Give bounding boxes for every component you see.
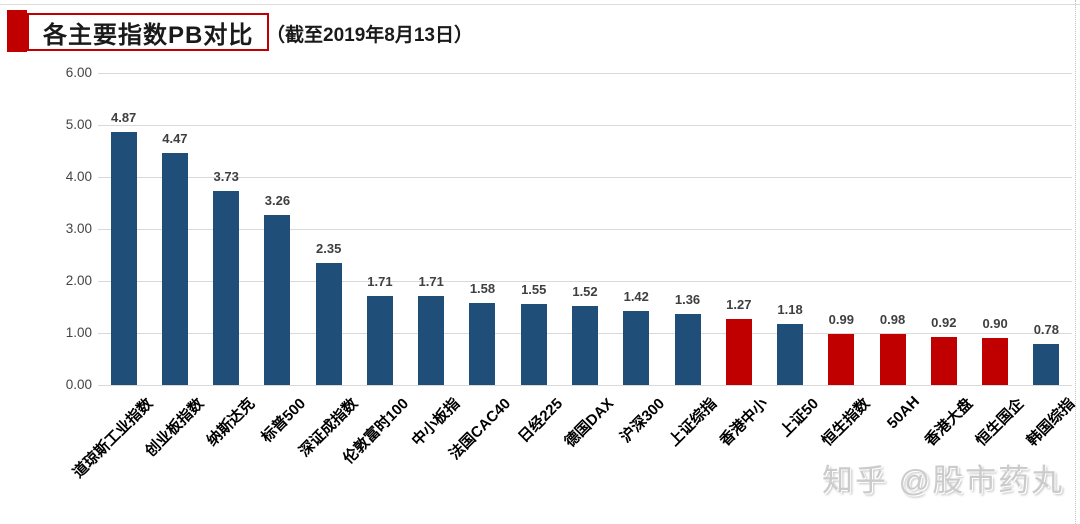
bar-恒生指数 [828, 334, 855, 385]
chart-title: 各主要指数PB对比 [43, 21, 254, 49]
bar-value-label: 0.90 [982, 316, 1008, 331]
y-axis-tick-label: 1.00 [65, 325, 92, 340]
bar-上证50 [777, 324, 804, 385]
y-axis-tick-label: 2.00 [65, 273, 92, 288]
bar-value-label: 2.35 [316, 241, 342, 256]
bar-value-label: 0.78 [1033, 322, 1060, 337]
bar-日经225 [520, 304, 547, 385]
gridline [98, 229, 1072, 230]
bar-恒生国企 [982, 338, 1009, 385]
bar-伦敦富时100 [366, 296, 393, 385]
bar-深证成指数 [315, 263, 342, 385]
bar-value-label: 3.26 [264, 193, 291, 208]
y-axis-tick-label: 0.00 [65, 377, 92, 392]
bar-value-label: 1.18 [777, 302, 803, 317]
y-axis-tick-label: 4.00 [65, 169, 92, 184]
bar-value-label: 0.98 [879, 312, 906, 327]
bar-value-label: 1.55 [521, 282, 547, 297]
bar-value-label: 1.42 [623, 289, 649, 304]
y-axis-tick-label: 5.00 [65, 117, 92, 132]
bar-纳斯达克 [213, 191, 240, 385]
title-box: 各主要指数PB对比 [27, 13, 270, 51]
bar-value-label: 1.36 [674, 292, 701, 307]
right-edge-dotted-line [1075, 0, 1076, 524]
chart-subtitle: （截至2019年8月13日） [266, 25, 473, 46]
bar-中小板指 [418, 296, 445, 385]
bar-value-label: 1.71 [367, 274, 393, 289]
gridline [98, 177, 1072, 178]
bar-标普500 [264, 215, 291, 385]
bar-value-label: 1.58 [469, 281, 496, 296]
bar-value-label: 1.71 [418, 274, 444, 289]
watermark: 知乎 @股市药丸 [822, 463, 1065, 498]
bar-value-label: 4.87 [110, 110, 137, 125]
y-axis-tick-label: 3.00 [65, 221, 92, 236]
top-divider-line [0, 4, 1080, 5]
bar-沪深300 [623, 311, 650, 385]
y-axis-tick-label: 6.00 [65, 65, 92, 80]
bar-value-label: 1.27 [726, 297, 752, 312]
bar-韩国综指 [1033, 344, 1060, 385]
bar-德国DAX [572, 306, 598, 385]
bar-创业板指数 [161, 153, 188, 385]
bar-上证综指 [674, 314, 701, 385]
bar-香港中小 [725, 319, 752, 385]
bar-value-label: 0.92 [931, 315, 957, 330]
plot-area: 6.00 5.00 4.00 3.00 2.00 1.00 0.00 4.87 道琼斯工业指数 4… [66, 65, 1079, 481]
gridline [98, 385, 1072, 386]
bar-道琼斯工业指数 [110, 132, 137, 385]
bar-value-label: 3.73 [213, 169, 239, 184]
bar-香港大盘 [930, 337, 957, 385]
title-accent-block [7, 10, 27, 52]
bar-50AH [879, 334, 906, 385]
bar-value-label: 0.99 [828, 312, 854, 327]
gridline [98, 281, 1072, 282]
gridline [98, 73, 1072, 74]
bar-法国CAC40 [469, 303, 496, 385]
gridline [98, 125, 1072, 126]
bar-value-label: 1.52 [572, 284, 598, 299]
bar-value-label: 4.47 [162, 131, 188, 146]
